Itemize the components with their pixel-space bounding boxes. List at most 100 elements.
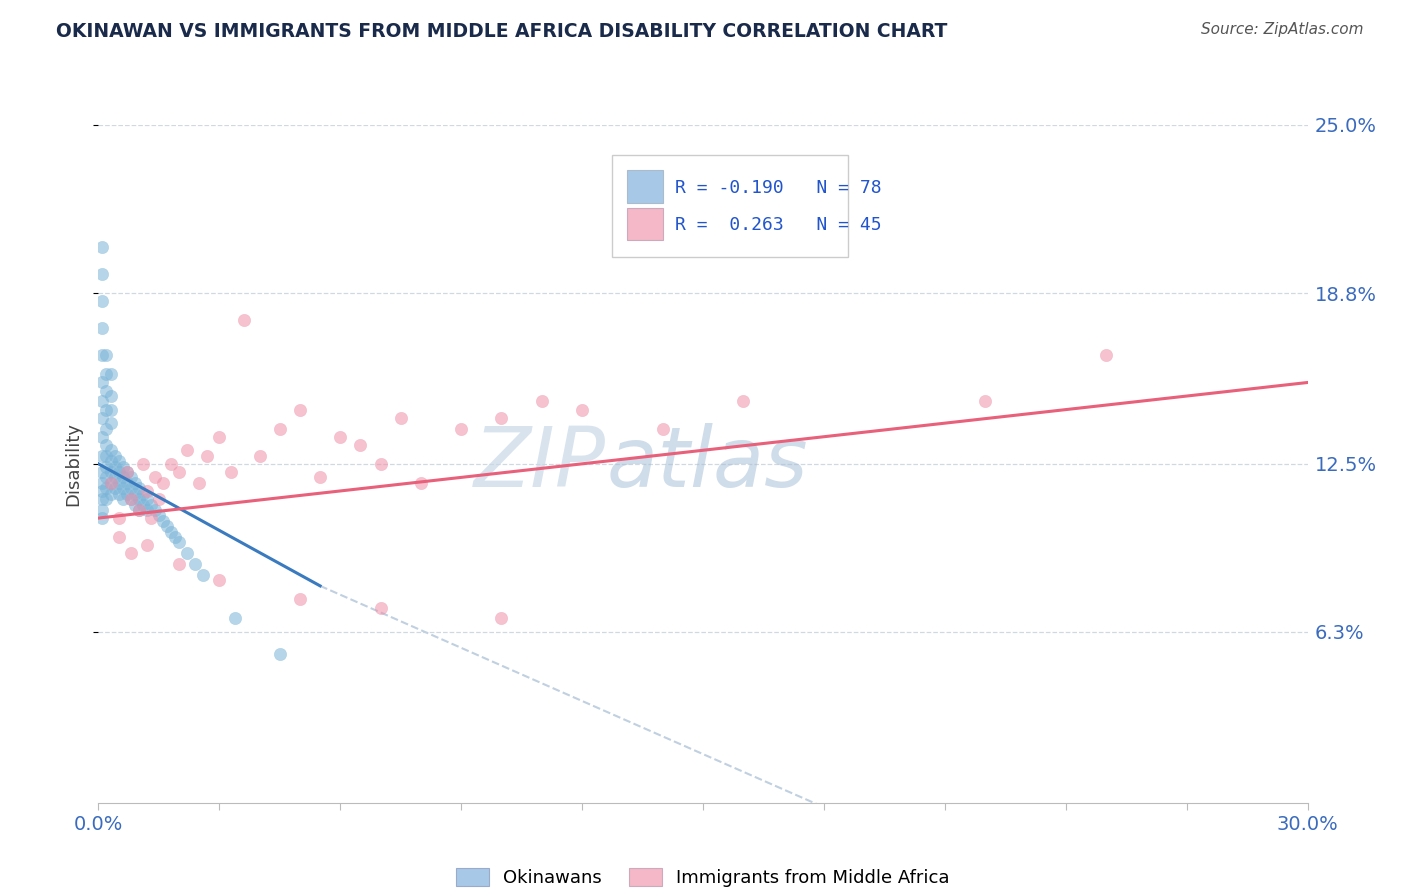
Point: [115, 465, 138, 479]
Point: [309, 470, 332, 484]
Point: [96, 421, 118, 435]
Point: [389, 410, 412, 425]
Point: [96, 459, 118, 474]
FancyBboxPatch shape: [627, 170, 664, 202]
Point: [167, 535, 190, 549]
Point: [96, 368, 118, 382]
Point: [100, 443, 122, 458]
Point: [120, 492, 142, 507]
Point: [100, 454, 122, 468]
Point: [91, 503, 114, 517]
Point: [91, 240, 114, 254]
Point: [128, 503, 150, 517]
Point: [156, 519, 179, 533]
Text: OKINAWAN VS IMMIGRANTS FROM MIDDLE AFRICA DISABILITY CORRELATION CHART: OKINAWAN VS IMMIGRANTS FROM MIDDLE AFRIC…: [56, 22, 948, 41]
Point: [974, 394, 997, 409]
Point: [91, 492, 114, 507]
FancyBboxPatch shape: [627, 208, 664, 240]
Point: [91, 376, 114, 390]
Point: [329, 430, 352, 444]
Point: [249, 449, 271, 463]
Point: [288, 592, 311, 607]
Point: [111, 459, 134, 474]
Text: R = -0.190   N = 78: R = -0.190 N = 78: [675, 179, 882, 197]
Point: [124, 498, 146, 512]
Point: [132, 498, 155, 512]
Point: [491, 611, 513, 625]
Point: [128, 481, 150, 495]
Point: [100, 486, 122, 500]
Point: [124, 486, 146, 500]
Point: [139, 498, 162, 512]
Point: [132, 457, 155, 471]
Point: [91, 410, 114, 425]
Point: [160, 524, 183, 539]
Point: [139, 511, 162, 525]
Point: [288, 402, 311, 417]
Point: [349, 438, 371, 452]
Point: [370, 457, 392, 471]
Point: [115, 475, 138, 490]
Point: [135, 538, 157, 552]
Point: [96, 470, 118, 484]
Point: [370, 600, 392, 615]
Point: [96, 402, 118, 417]
Point: [128, 492, 150, 507]
Point: [128, 503, 150, 517]
FancyBboxPatch shape: [613, 155, 848, 257]
Point: [167, 557, 190, 571]
Point: [571, 402, 593, 417]
Point: [103, 481, 125, 495]
Point: [148, 508, 170, 523]
Point: [409, 475, 432, 490]
Point: [167, 465, 190, 479]
Point: [120, 546, 142, 560]
Point: [91, 348, 114, 362]
Point: [148, 492, 170, 507]
Point: [96, 384, 118, 398]
Point: [135, 503, 157, 517]
Point: [100, 368, 122, 382]
Point: [107, 454, 129, 468]
Point: [115, 486, 138, 500]
Point: [176, 443, 198, 458]
Point: [111, 470, 134, 484]
Point: [184, 557, 207, 571]
Point: [91, 430, 114, 444]
Point: [103, 470, 125, 484]
Point: [143, 503, 166, 517]
Point: [269, 647, 291, 661]
Point: [96, 492, 118, 507]
Text: Source: ZipAtlas.com: Source: ZipAtlas.com: [1201, 22, 1364, 37]
Point: [91, 511, 114, 525]
Text: ZIP: ZIP: [474, 424, 606, 504]
Point: [135, 483, 157, 498]
Point: [651, 421, 673, 435]
Point: [176, 546, 198, 560]
Point: [96, 449, 118, 463]
Point: [107, 465, 129, 479]
Point: [100, 465, 122, 479]
Point: [91, 321, 114, 335]
Point: [107, 486, 129, 500]
Text: R =  0.263   N = 45: R = 0.263 N = 45: [675, 216, 882, 235]
Point: [100, 402, 122, 417]
Point: [193, 568, 215, 582]
Point: [152, 475, 174, 490]
Point: [120, 492, 142, 507]
Point: [91, 294, 114, 309]
Point: [107, 511, 129, 525]
Point: [195, 449, 218, 463]
Point: [91, 475, 114, 490]
Point: [221, 465, 243, 479]
Point: [208, 574, 231, 588]
Point: [208, 430, 231, 444]
Point: [107, 530, 129, 544]
Point: [111, 492, 134, 507]
Point: [100, 475, 122, 490]
Point: [91, 267, 114, 281]
Point: [120, 470, 142, 484]
Point: [96, 348, 118, 362]
Point: [152, 514, 174, 528]
Point: [103, 449, 125, 463]
